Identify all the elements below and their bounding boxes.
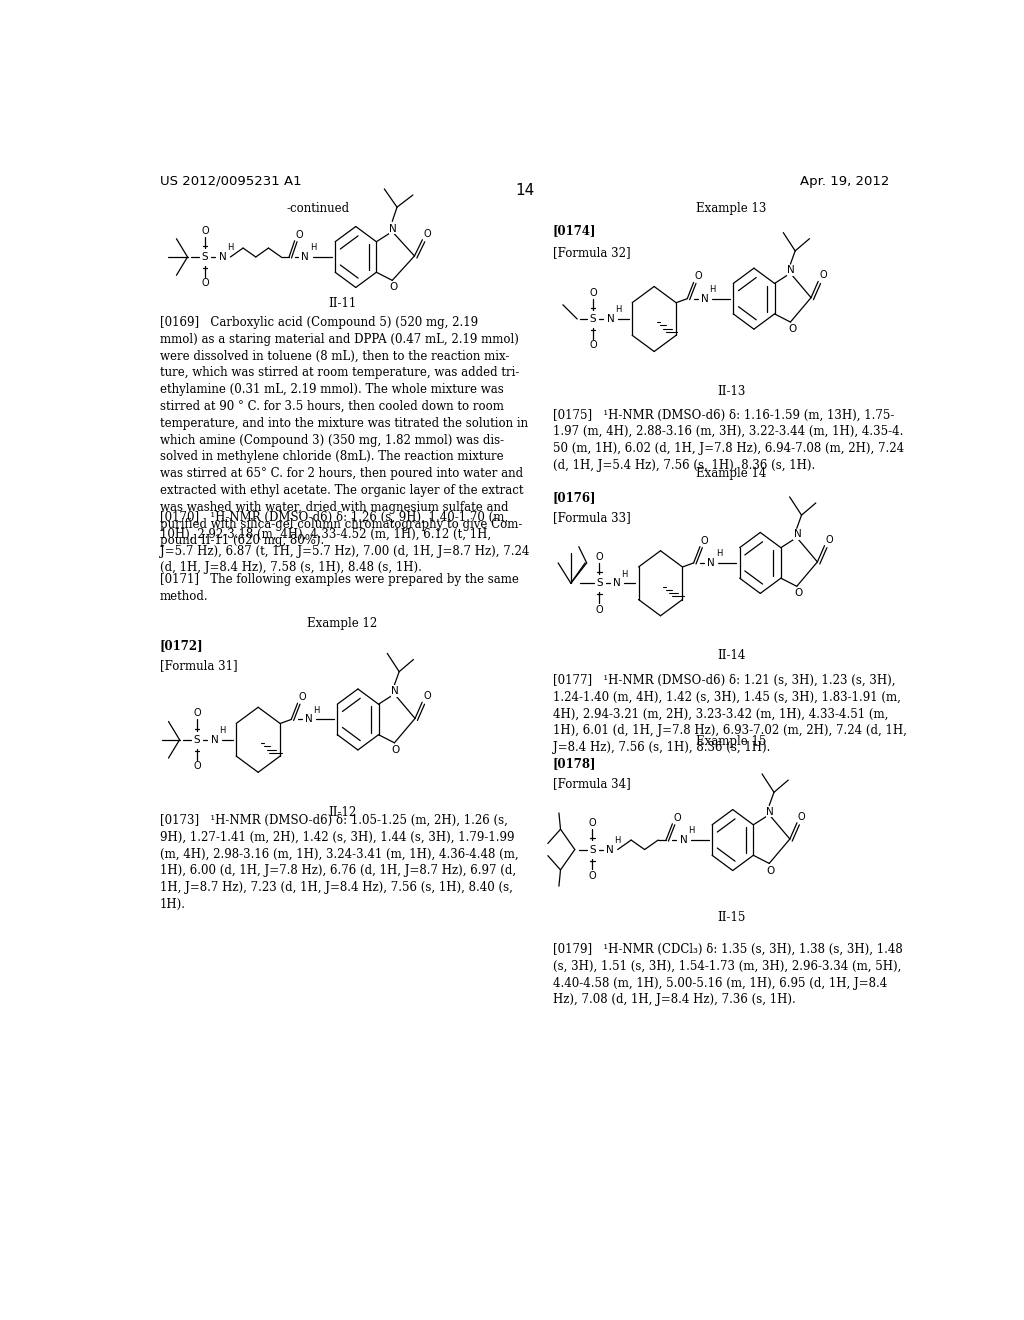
Text: H: H (615, 305, 622, 314)
Text: 14: 14 (515, 182, 535, 198)
Text: N: N (787, 265, 795, 275)
Text: [Formula 31]: [Formula 31] (160, 660, 238, 672)
Text: II-11: II-11 (328, 297, 356, 310)
Text: N: N (613, 578, 621, 589)
Text: S: S (590, 314, 596, 323)
Text: O: O (194, 709, 201, 718)
Text: O: O (694, 272, 702, 281)
Text: -continued: -continued (287, 202, 350, 215)
Text: II-13: II-13 (717, 385, 745, 399)
Text: N: N (766, 807, 774, 817)
Text: H: H (227, 243, 233, 252)
Text: N: N (211, 735, 218, 744)
Text: N: N (606, 314, 614, 323)
Text: O: O (767, 866, 775, 875)
Text: S: S (589, 845, 596, 854)
Text: Apr. 19, 2012: Apr. 19, 2012 (801, 174, 890, 187)
Text: [Formula 33]: [Formula 33] (553, 511, 631, 524)
Text: [0176]: [0176] (553, 491, 596, 504)
Text: [0170]   ¹H-NMR (DMSO-d6) δ: 1.26 (s, 9H), 1.40-1.70 (m,
10H), 2.92-3.18 (m, 4H): [0170] ¹H-NMR (DMSO-d6) δ: 1.26 (s, 9H),… (160, 511, 529, 574)
Text: O: O (296, 230, 303, 240)
Text: O: O (819, 271, 826, 280)
Text: O: O (423, 228, 431, 239)
Text: [Formula 32]: [Formula 32] (553, 246, 630, 259)
Text: [0177]   ¹H-NMR (DMSO-d6) δ: 1.21 (s, 3H), 1.23 (s, 3H),
1.24-1.40 (m, 4H), 1.42: [0177] ¹H-NMR (DMSO-d6) δ: 1.21 (s, 3H),… (553, 673, 906, 754)
Text: II-15: II-15 (717, 911, 745, 924)
Text: US 2012/0095231 A1: US 2012/0095231 A1 (160, 174, 301, 187)
Text: S: S (596, 578, 603, 589)
Text: O: O (596, 552, 603, 562)
Text: II-12: II-12 (328, 805, 356, 818)
Text: H: H (309, 243, 316, 252)
Text: H: H (710, 285, 716, 294)
Text: O: O (596, 605, 603, 615)
Text: O: O (194, 762, 201, 771)
Text: II-14: II-14 (717, 649, 745, 663)
Text: N: N (301, 252, 309, 261)
Text: O: O (299, 692, 306, 702)
Text: N: N (708, 558, 715, 568)
Text: O: O (390, 282, 398, 293)
Text: H: H (716, 549, 722, 558)
Text: Example 12: Example 12 (307, 616, 378, 630)
Text: H: H (313, 706, 319, 715)
Text: N: N (391, 686, 399, 696)
Text: [Formula 34]: [Formula 34] (553, 777, 631, 791)
Text: H: H (219, 726, 225, 735)
Text: N: N (606, 845, 613, 854)
Text: O: O (201, 226, 209, 235)
Text: S: S (194, 735, 201, 744)
Text: N: N (794, 529, 802, 540)
Text: Example 15: Example 15 (696, 735, 766, 747)
Text: N: N (305, 714, 312, 725)
Text: [0179]   ¹H-NMR (CDCl₃) δ: 1.35 (s, 3H), 1.38 (s, 3H), 1.48
(s, 3H), 1.51 (s, 3H: [0179] ¹H-NMR (CDCl₃) δ: 1.35 (s, 3H), 1… (553, 942, 902, 1006)
Text: [0169]   Carboxylic acid (Compound 5) (520 mg, 2.19
mmol) as a staring material : [0169] Carboxylic acid (Compound 5) (520… (160, 315, 527, 548)
Text: [0174]: [0174] (553, 224, 596, 238)
Text: O: O (589, 288, 597, 297)
Text: N: N (700, 293, 709, 304)
Text: O: O (423, 692, 431, 701)
Text: [0172]: [0172] (160, 639, 204, 652)
Text: H: H (622, 570, 628, 578)
Text: H: H (688, 826, 694, 836)
Text: O: O (700, 536, 709, 545)
Text: O: O (674, 813, 681, 822)
Text: O: O (787, 325, 796, 334)
Text: O: O (589, 871, 596, 880)
Text: O: O (825, 535, 834, 545)
Text: N: N (680, 836, 687, 845)
Text: O: O (589, 341, 597, 350)
Text: [0171]   The following examples were prepared by the same
method.: [0171] The following examples were prepa… (160, 573, 518, 603)
Text: [0173]   ¹H-NMR (DMSO-d6) δ: 1.05-1.25 (m, 2H), 1.26 (s,
9H), 1.27-1.41 (m, 2H),: [0173] ¹H-NMR (DMSO-d6) δ: 1.05-1.25 (m,… (160, 814, 518, 911)
Text: N: N (389, 223, 397, 234)
Text: [0178]: [0178] (553, 758, 596, 770)
Text: [0175]   ¹H-NMR (DMSO-d6) δ: 1.16-1.59 (m, 13H), 1.75-
1.97 (m, 4H), 2.88-3.16 (: [0175] ¹H-NMR (DMSO-d6) δ: 1.16-1.59 (m,… (553, 408, 904, 471)
Text: Example 13: Example 13 (696, 202, 766, 215)
Text: H: H (614, 836, 621, 845)
Text: N: N (218, 252, 226, 261)
Text: O: O (798, 812, 806, 821)
Text: O: O (201, 279, 209, 288)
Text: O: O (589, 818, 596, 828)
Text: S: S (202, 252, 208, 261)
Text: O: O (795, 589, 803, 598)
Text: Example 14: Example 14 (696, 467, 766, 480)
Text: O: O (392, 744, 400, 755)
